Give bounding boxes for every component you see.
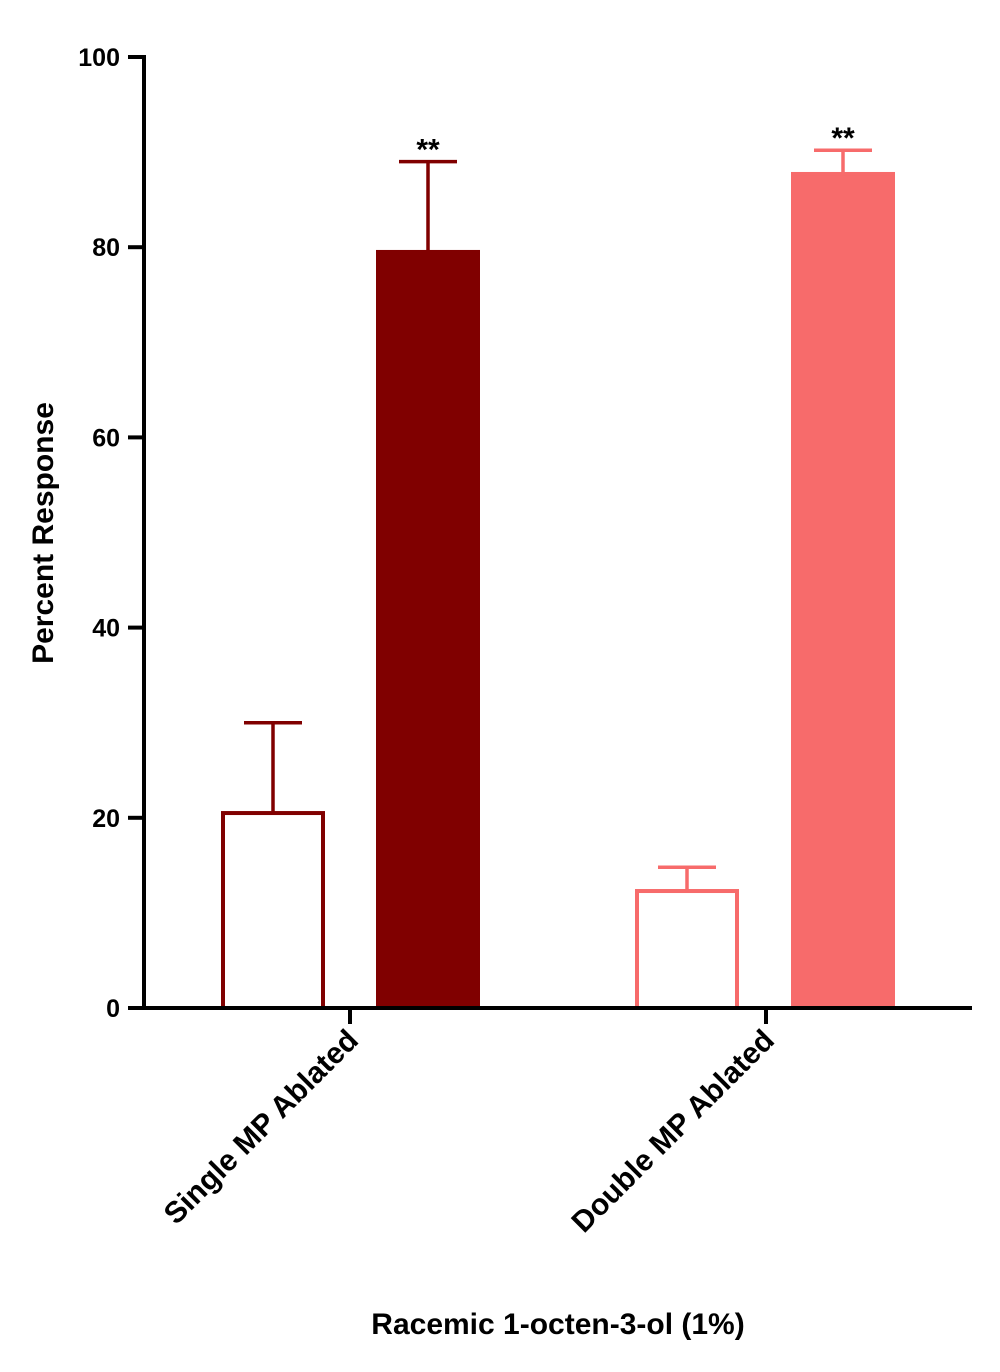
significance-label: ** [416,134,440,167]
axes-layer [142,55,972,1010]
bar-filled-3 [791,171,895,1010]
bar-filled-1 [376,249,480,1010]
y-tick-label: 40 [92,615,120,643]
significance-label: ** [831,122,855,155]
bar-open-0 [221,811,325,1010]
bar-open-2 [635,889,739,1010]
error-bars-layer [244,148,872,892]
y-axis-title: Percent Response [27,402,60,664]
y-tick-label: 0 [106,995,120,1023]
x-axis-title: Racemic 1-octen-3-ol (1%) [371,1308,744,1341]
y-tick-label: 100 [78,44,120,72]
y-ticks-layer: 0 20 40 60 80 100 [78,44,144,1023]
x-ticks-layer: Single MP Ablated Double MP Ablated [158,1008,781,1239]
bars-layer [221,171,895,1010]
category-label: Single MP Ablated [158,1024,365,1231]
y-tick-label: 60 [92,424,120,452]
category-label: Double MP Ablated [566,1024,781,1239]
y-tick-label: 20 [92,805,120,833]
y-tick-label: 80 [92,234,120,262]
annotations-layer: ** ** [416,122,855,166]
